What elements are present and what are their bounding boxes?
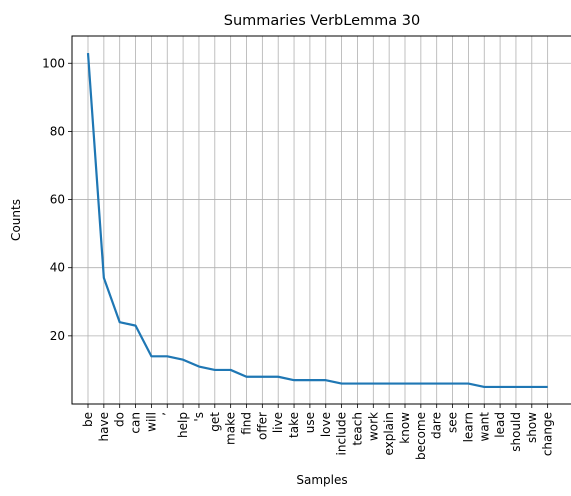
x-tick-label: want: [477, 412, 491, 442]
x-tick-label: 's: [192, 412, 206, 422]
x-tick-label: explain: [382, 412, 396, 456]
x-tick-label: work: [366, 412, 380, 441]
x-tick-label: see: [446, 412, 460, 433]
x-tick-label: ’: [160, 412, 174, 416]
y-tick-label: 20: [50, 329, 65, 343]
x-tick-label: take: [287, 412, 301, 438]
chart-title: Summaries VerbLemma 30: [224, 13, 420, 29]
series-line: [88, 53, 548, 387]
x-axis-ticks: be have do can will’ help's get make find offer li…: [81, 404, 555, 460]
x-tick-label: become: [414, 412, 428, 460]
x-tick-label: can: [129, 412, 143, 434]
y-tick-label: 80: [50, 124, 65, 138]
x-tick-label: help: [176, 412, 190, 438]
x-tick-label: use: [303, 412, 317, 433]
x-tick-label: teach: [350, 412, 364, 446]
x-tick-label: do: [113, 412, 127, 427]
y-axis-label: Counts: [9, 199, 23, 241]
x-tick-label: lead: [493, 412, 507, 438]
x-tick-label: learn: [461, 412, 475, 442]
x-tick-label: make: [224, 412, 238, 445]
x-tick-label: get: [208, 412, 222, 432]
x-tick-label: will: [144, 412, 158, 432]
x-tick-label: include: [335, 412, 349, 455]
x-tick-label: should: [509, 412, 523, 452]
x-tick-label: find: [240, 412, 254, 435]
y-tick-label: 40: [50, 261, 65, 275]
y-tick-label: 100: [42, 56, 65, 70]
x-tick-label: live: [271, 412, 285, 433]
x-tick-label: be: [81, 412, 95, 427]
y-axis-ticks: 20 40 60 80 100: [42, 56, 72, 343]
x-tick-label: have: [97, 412, 111, 441]
x-axis-label: Samples: [296, 473, 347, 487]
x-tick-label: offer: [255, 412, 269, 440]
x-tick-label: love: [319, 412, 333, 437]
x-tick-label: dare: [430, 412, 444, 439]
x-tick-label: change: [541, 412, 555, 456]
y-tick-label: 60: [50, 193, 65, 207]
x-tick-label: show: [525, 412, 539, 443]
x-tick-label: know: [398, 412, 412, 444]
